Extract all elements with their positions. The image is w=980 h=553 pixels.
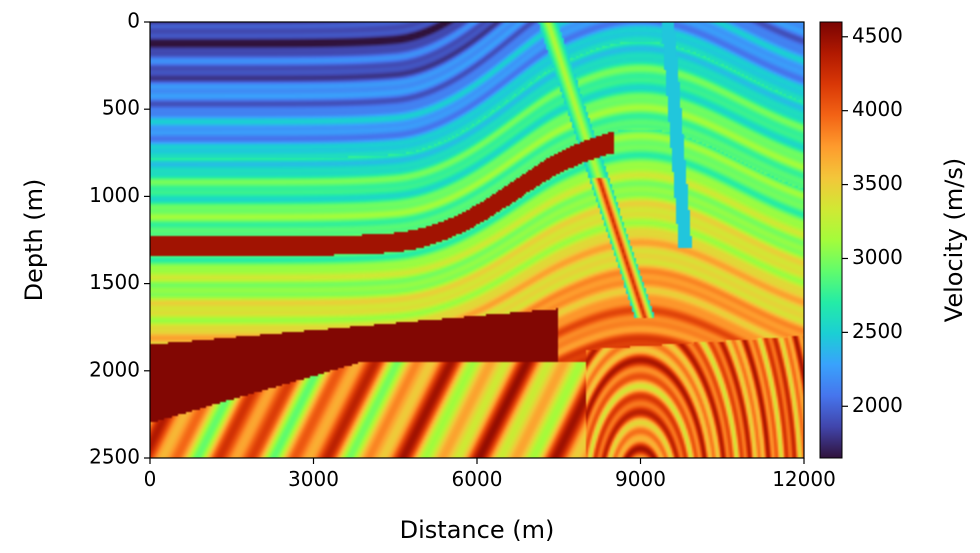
colorbar-tick-label: 2000 <box>852 393 903 417</box>
y-axis-title: Depth (m) <box>20 179 48 302</box>
colorbar-tick-label: 3000 <box>852 245 903 269</box>
y-tick-label: 0 <box>127 9 140 33</box>
x-axis: 0 3000 6000 9000 12000 <box>144 458 836 491</box>
velocity-field <box>150 22 804 458</box>
y-axis: 0 500 1000 1500 2000 2500 <box>89 9 150 469</box>
colorbar-tick-label: 4500 <box>852 23 903 47</box>
colorbar-tick-label: 3500 <box>852 171 903 195</box>
x-tick-label: 6000 <box>452 467 503 491</box>
colorbar-title: Velocity (m/s) <box>940 158 968 322</box>
x-tick-label: 0 <box>144 467 157 491</box>
y-tick-label: 2500 <box>89 445 140 469</box>
heatmap-image <box>150 22 804 458</box>
x-tick-label: 3000 <box>288 467 339 491</box>
y-tick-label: 1500 <box>89 270 140 294</box>
y-tick-label: 500 <box>102 96 140 120</box>
y-tick-label: 2000 <box>89 357 140 381</box>
colorbar <box>819 21 843 459</box>
colorbar-tick-label: 4000 <box>852 97 903 121</box>
colorbar-axis: 2000 2500 3000 3500 4000 4500 <box>842 23 903 417</box>
x-tick-label: 9000 <box>615 467 666 491</box>
x-axis-title: Distance (m) <box>400 516 555 544</box>
colorbar-tick-label: 2500 <box>852 319 903 343</box>
y-tick-label: 1000 <box>89 183 140 207</box>
x-tick-label: 12000 <box>772 467 836 491</box>
